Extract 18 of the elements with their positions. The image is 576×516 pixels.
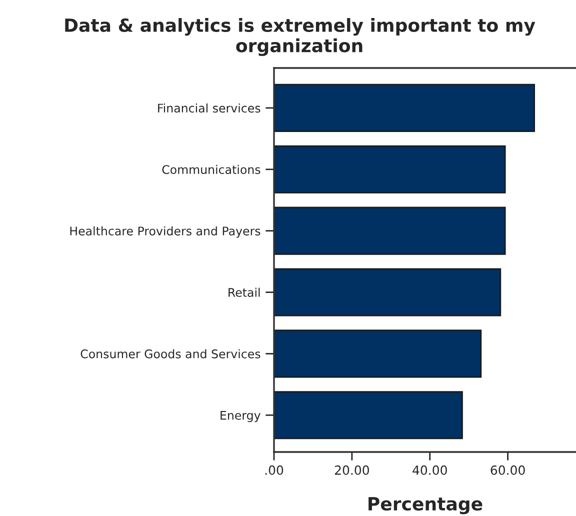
y-tick-label: Consumer Goods and Services — [80, 349, 260, 358]
y-tick-label: Retail — [228, 288, 260, 297]
bar — [274, 206, 506, 255]
y-tick-label: Healthcare Providers and Payers — [70, 226, 260, 238]
y-tick-label: Communications — [162, 164, 260, 174]
y-tick-label: Financial services — [158, 103, 260, 113]
bar — [274, 268, 502, 316]
bar — [274, 145, 506, 194]
bar — [274, 330, 482, 378]
x-tick-label: 40.00 — [412, 465, 447, 475]
x-tick-label: 60.00 — [490, 465, 525, 475]
bar — [274, 391, 463, 440]
x-tick-label: 20.00 — [334, 465, 369, 475]
y-tick-label: Energy — [220, 411, 260, 422]
x-tick-label: .00 — [265, 465, 284, 475]
chart-title: Data & analytics is extremely important to my organization — [65, 18, 536, 56]
x-axis-title: Percentage — [368, 497, 482, 514]
bar — [274, 84, 535, 132]
